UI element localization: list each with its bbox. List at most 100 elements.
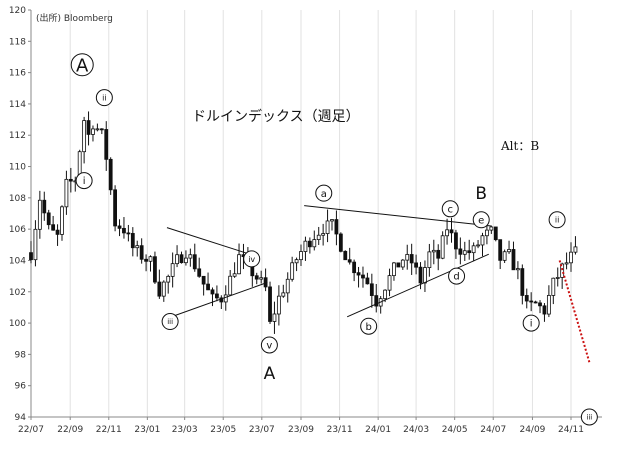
candle-body-up — [325, 220, 330, 234]
candle-body-up — [33, 228, 38, 261]
wave-label-A_bottom: A — [264, 364, 276, 384]
candle — [254, 272, 259, 285]
candle-body-up — [476, 244, 480, 247]
candle-body-up — [445, 229, 449, 237]
candle — [64, 170, 69, 215]
candle-body-up — [316, 234, 321, 241]
candle-body-down — [334, 219, 339, 235]
candle — [263, 268, 268, 292]
candle — [352, 259, 357, 282]
candle — [387, 268, 392, 297]
candle — [489, 225, 494, 234]
candle — [546, 285, 551, 318]
wave-label-B: B — [475, 184, 487, 204]
candle — [33, 220, 38, 267]
candle-body-up — [405, 254, 410, 261]
candle-body-down — [498, 239, 503, 261]
candle-body-down — [268, 286, 272, 322]
candle — [117, 219, 122, 237]
candle — [316, 226, 321, 245]
candle — [130, 227, 135, 257]
wave-label-circle — [75, 172, 93, 190]
candle — [206, 272, 210, 291]
candle-body-down — [338, 233, 343, 252]
candle-body-up — [161, 281, 166, 297]
candle-body-up — [64, 178, 69, 208]
candle-body-down — [520, 268, 525, 296]
candle-body-down — [130, 233, 135, 249]
wave-label-i_1: i — [75, 172, 93, 190]
candle — [378, 296, 383, 314]
candle-body-down — [374, 295, 379, 307]
candle-body-up — [184, 257, 188, 264]
candle-body-up — [148, 256, 153, 262]
candle — [268, 281, 272, 324]
trendline-tri1-upper — [166, 227, 250, 255]
candle — [148, 255, 153, 272]
y-tick-label: 116 — [9, 69, 26, 79]
candle-body-up — [285, 278, 290, 294]
candle-body-up — [228, 275, 233, 296]
candle-body-down — [210, 289, 215, 295]
candle — [157, 269, 162, 299]
candle-body-up — [188, 254, 193, 259]
candle — [440, 231, 445, 260]
candle-body-up — [82, 120, 87, 153]
candle — [392, 261, 396, 281]
candle — [445, 218, 449, 245]
wave-label-e: e — [472, 211, 490, 229]
candle — [400, 258, 405, 270]
trendline-tri1-lower — [166, 281, 268, 319]
candle-body-down — [356, 272, 361, 276]
candle — [502, 249, 507, 263]
x-tick-label: 22/09 — [57, 425, 83, 435]
candle-body-down — [493, 226, 498, 241]
candle — [454, 229, 458, 259]
candle-body-up — [387, 275, 392, 291]
candle — [46, 209, 51, 230]
candle-body-up — [555, 277, 560, 279]
candle-body-up — [91, 128, 95, 135]
candle-body-down — [126, 232, 131, 235]
candle — [37, 190, 42, 239]
y-tick-label: 104 — [9, 256, 26, 266]
alt-label: Alt：B — [500, 139, 539, 153]
candle-body-down — [396, 262, 401, 268]
candle-body-up — [573, 246, 578, 253]
candle — [462, 241, 467, 262]
candle-body-down — [201, 275, 206, 285]
wave-label-text: a — [321, 189, 327, 200]
candle — [573, 236, 578, 255]
candle — [538, 300, 542, 314]
candle-body-up — [485, 229, 489, 237]
wave-label-i_2: i — [522, 314, 540, 332]
wave-label-text: A — [76, 55, 89, 76]
candle — [569, 242, 573, 272]
wave-label-A_top: A — [70, 53, 94, 77]
candle — [108, 157, 113, 195]
candle — [299, 244, 303, 266]
candle — [343, 250, 348, 261]
y-tick-label: 98 — [15, 350, 27, 360]
candle-body-down — [347, 259, 352, 263]
candle — [533, 300, 538, 304]
wave-label-iii_1: iii — [161, 313, 179, 331]
candle — [511, 241, 516, 271]
candles — [29, 111, 578, 334]
candle — [325, 209, 330, 243]
y-tick-label: 108 — [9, 194, 26, 204]
wave-label-ii_1: ii — [95, 89, 113, 107]
candle — [170, 252, 175, 288]
x-tick-label: 24/07 — [480, 425, 506, 435]
candle — [480, 232, 485, 257]
candle-body-up — [383, 289, 388, 300]
candle-body-down — [153, 256, 157, 283]
candle — [184, 250, 188, 266]
candle — [197, 257, 202, 278]
candle-body-down — [206, 283, 210, 291]
x-tick-label: 23/03 — [172, 425, 198, 435]
candle-body-up — [564, 262, 569, 265]
candle-body-down — [343, 250, 348, 261]
candle — [471, 242, 476, 262]
